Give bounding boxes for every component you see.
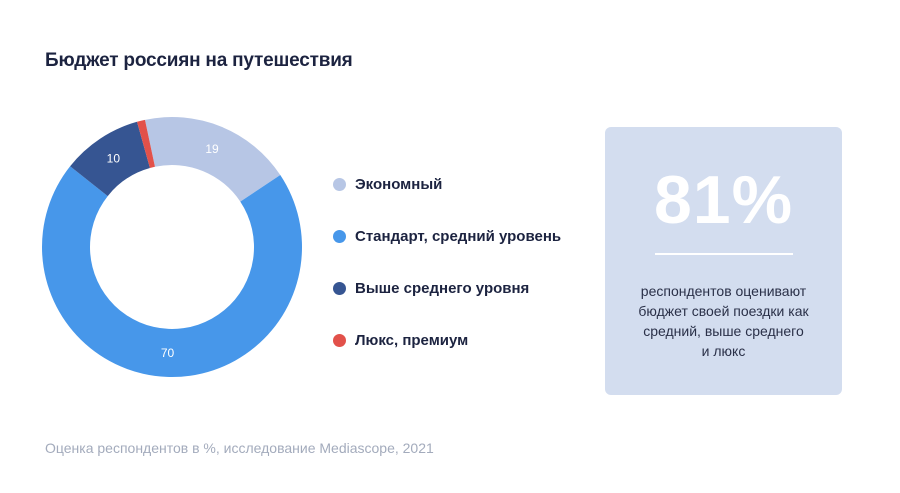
donut-slice	[144, 116, 281, 202]
donut-slice	[137, 119, 155, 169]
text-line: бюджет своей поездки как	[638, 303, 809, 319]
slice-label: 10	[107, 152, 121, 166]
legend-swatch	[333, 281, 346, 295]
legend-item: Стандарт, средний уровень	[333, 210, 561, 262]
text-line: респондентов оценивают	[640, 283, 807, 299]
legend-item: Экономный	[333, 158, 561, 210]
donut-slice	[42, 166, 303, 377]
highlight-card: 81% респондентов оценивают бюджет своей …	[605, 127, 842, 395]
highlight-value: 81%	[653, 162, 794, 238]
chart-title: Бюджет россиян на путешествия	[45, 50, 353, 71]
legend-label: Выше среднего уровня	[355, 279, 530, 297]
footnote: Оценка респондентов в %, исследование Me…	[45, 440, 434, 456]
legend-swatch	[333, 177, 346, 191]
legend-label: Стандарт, средний уровень	[355, 227, 562, 245]
donut-slice	[70, 121, 150, 197]
highlight-text: респондентов оценивают бюджет своей поез…	[605, 281, 842, 361]
slice-label: 19	[205, 142, 219, 156]
legend-item: Выше среднего уровня	[333, 262, 561, 314]
text-line: средний, выше среднего	[643, 323, 804, 339]
legend-item: Люкс, премиум	[333, 314, 561, 366]
slice-label: 70	[161, 346, 175, 360]
divider	[654, 253, 793, 255]
legend-swatch	[333, 229, 346, 243]
legend: Экономный Стандарт, средний уровень Выше…	[333, 158, 561, 366]
legend-label: Экономный	[355, 175, 443, 193]
legend-label: Люкс, премиум	[355, 331, 469, 349]
legend-swatch	[333, 333, 346, 347]
text-line: и люкс	[701, 343, 746, 359]
